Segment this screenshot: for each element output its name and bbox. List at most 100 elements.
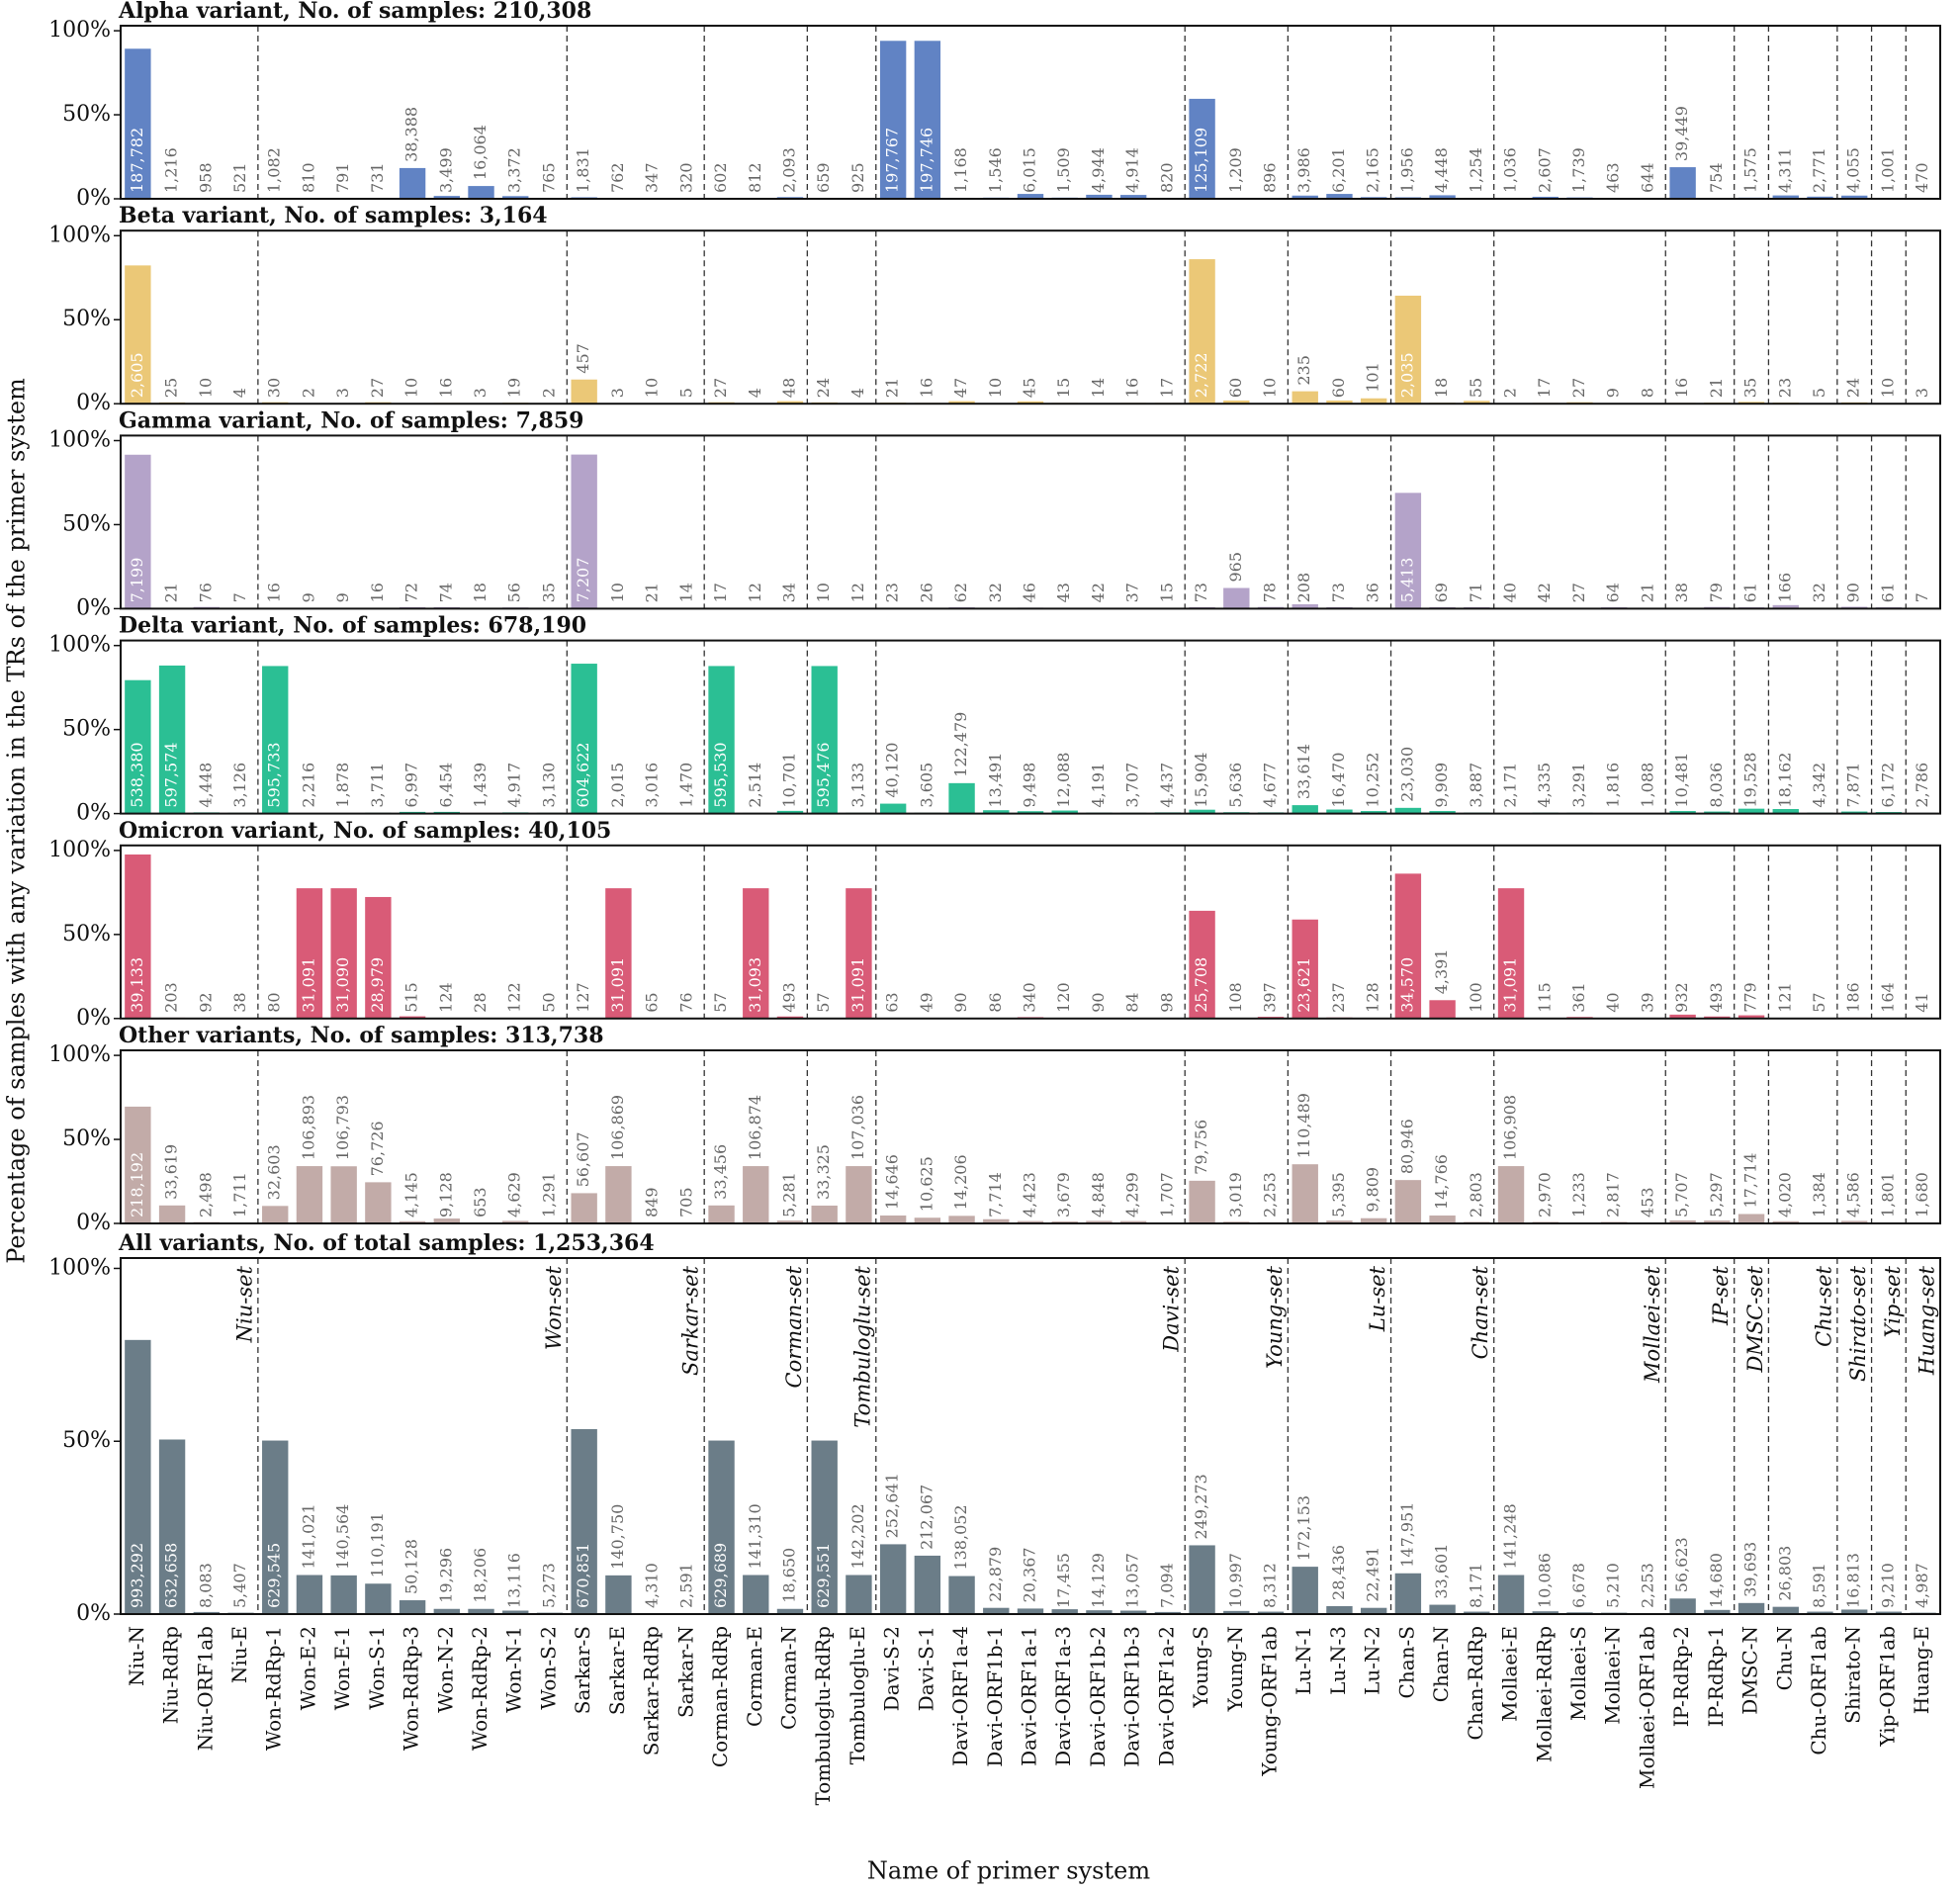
- count-label: 810: [299, 162, 317, 193]
- count-label: 107,036: [848, 1095, 867, 1160]
- bar: [914, 41, 941, 200]
- count-label: 249,273: [1192, 1474, 1210, 1539]
- x-tick-label: Mollaei-S: [1566, 1626, 1590, 1721]
- count-label: 4,299: [1123, 1172, 1142, 1217]
- set-label: Mollaei-set: [1641, 1265, 1664, 1384]
- bar: [1360, 1217, 1387, 1223]
- count-label: 9,498: [1021, 763, 1039, 808]
- bar: [1360, 811, 1387, 814]
- count-label: 3,499: [436, 147, 455, 193]
- count-label: 1,680: [1913, 1172, 1931, 1217]
- bar: [605, 888, 632, 1019]
- bar: [1292, 1567, 1318, 1614]
- count-label: 2: [299, 388, 317, 398]
- bar: [1086, 1610, 1113, 1614]
- count-label: 34: [779, 583, 798, 602]
- bar: [1532, 1611, 1559, 1614]
- bar: [433, 196, 461, 199]
- x-tick-label: IP-RdRp-1: [1704, 1626, 1728, 1727]
- count-label: 629,551: [814, 1543, 833, 1608]
- count-label: 4,987: [1913, 1563, 1931, 1608]
- count-label: 2,253: [1261, 1172, 1280, 1217]
- count-label: 2,035: [1397, 352, 1416, 398]
- bar: [1464, 1611, 1490, 1614]
- count-label: 24: [814, 378, 833, 398]
- count-label: 72: [402, 583, 421, 602]
- count-label: 69: [1432, 583, 1451, 602]
- count-label: 26,803: [1775, 1546, 1794, 1601]
- count-label: 125,109: [1192, 128, 1210, 193]
- count-label: 2: [1501, 388, 1520, 398]
- x-tick-label: Davi-ORF1a-2: [1154, 1626, 1178, 1766]
- count-label: 47: [951, 378, 970, 398]
- bar: [330, 888, 357, 1019]
- count-label: 7,714: [986, 1172, 1005, 1217]
- count-label: 7,199: [128, 558, 146, 603]
- count-label: 10: [196, 378, 215, 398]
- set-label: Sarkar-set: [679, 1265, 703, 1376]
- x-tick-label: Mollaei-ORF1ab: [1635, 1626, 1658, 1789]
- count-label: 2,771: [1810, 147, 1828, 193]
- count-label: 3: [608, 388, 627, 398]
- count-label: 14,680: [1707, 1553, 1726, 1608]
- count-label: 23,030: [1397, 747, 1416, 802]
- count-label: 8,312: [1261, 1563, 1280, 1608]
- count-label: 3,126: [230, 763, 249, 808]
- y-tick-label: 50%: [62, 922, 111, 946]
- count-label: 10: [1261, 378, 1280, 398]
- count-label: 172,153: [1294, 1495, 1313, 1561]
- y-tick-label: 100%: [48, 1042, 111, 1067]
- count-label: 4,311: [1775, 147, 1794, 193]
- count-label: 27: [1569, 378, 1588, 398]
- x-tick-label: Corman-N: [776, 1626, 800, 1730]
- count-label: 2: [539, 388, 558, 398]
- count-label: 80: [265, 992, 284, 1012]
- bar: [708, 1205, 735, 1223]
- count-label: 50: [539, 992, 558, 1012]
- x-tick-label: Niu-ORF1ab: [193, 1626, 217, 1751]
- count-label: 1,878: [333, 763, 352, 808]
- count-label: 2,817: [1604, 1172, 1623, 1217]
- count-label: 92: [196, 992, 215, 1012]
- count-label: 17,714: [1741, 1153, 1760, 1209]
- x-tick-label: Niu-E: [227, 1626, 251, 1683]
- bar: [743, 1575, 769, 1614]
- bar: [365, 896, 392, 1019]
- count-label: 4,342: [1810, 763, 1828, 808]
- set-label: DMSC-set: [1743, 1265, 1767, 1373]
- count-label: 98: [1157, 992, 1176, 1012]
- bar: [1360, 398, 1387, 405]
- count-label: 64: [1604, 583, 1623, 602]
- count-label: 32: [1810, 583, 1828, 602]
- count-label: 5,413: [1397, 558, 1416, 603]
- bar: [1119, 195, 1147, 199]
- count-label: 2,093: [779, 147, 798, 193]
- x-tick-label: Young-S: [1189, 1626, 1212, 1709]
- bar: [1017, 401, 1044, 405]
- bar: [1326, 194, 1353, 199]
- count-label: 4,917: [505, 763, 524, 808]
- count-label: 21: [162, 583, 181, 602]
- count-label: 4,448: [1432, 147, 1451, 193]
- count-label: 14,129: [1089, 1553, 1108, 1608]
- count-label: 812: [746, 162, 764, 193]
- panel-frame: [120, 1257, 1941, 1615]
- count-label: 1,816: [1604, 763, 1623, 808]
- bar: [1189, 910, 1215, 1019]
- count-label: 2,165: [1364, 147, 1382, 193]
- count-label: 659: [814, 162, 833, 193]
- bar: [605, 1575, 632, 1614]
- count-label: 1,254: [1467, 147, 1485, 193]
- count-label: 17: [711, 583, 730, 602]
- count-label: 106,793: [333, 1095, 352, 1160]
- bar: [399, 1016, 426, 1019]
- count-label: 1,384: [1810, 1172, 1828, 1217]
- count-label: 1,801: [1878, 1172, 1897, 1217]
- set-label: Shirato-set: [1846, 1265, 1870, 1382]
- set-label: Davi-set: [1160, 1265, 1184, 1352]
- bar: [1772, 1606, 1799, 1614]
- count-label: 470: [1913, 162, 1931, 193]
- y-tick-label: 100%: [48, 223, 111, 247]
- bar: [502, 196, 529, 199]
- bar: [262, 1440, 289, 1614]
